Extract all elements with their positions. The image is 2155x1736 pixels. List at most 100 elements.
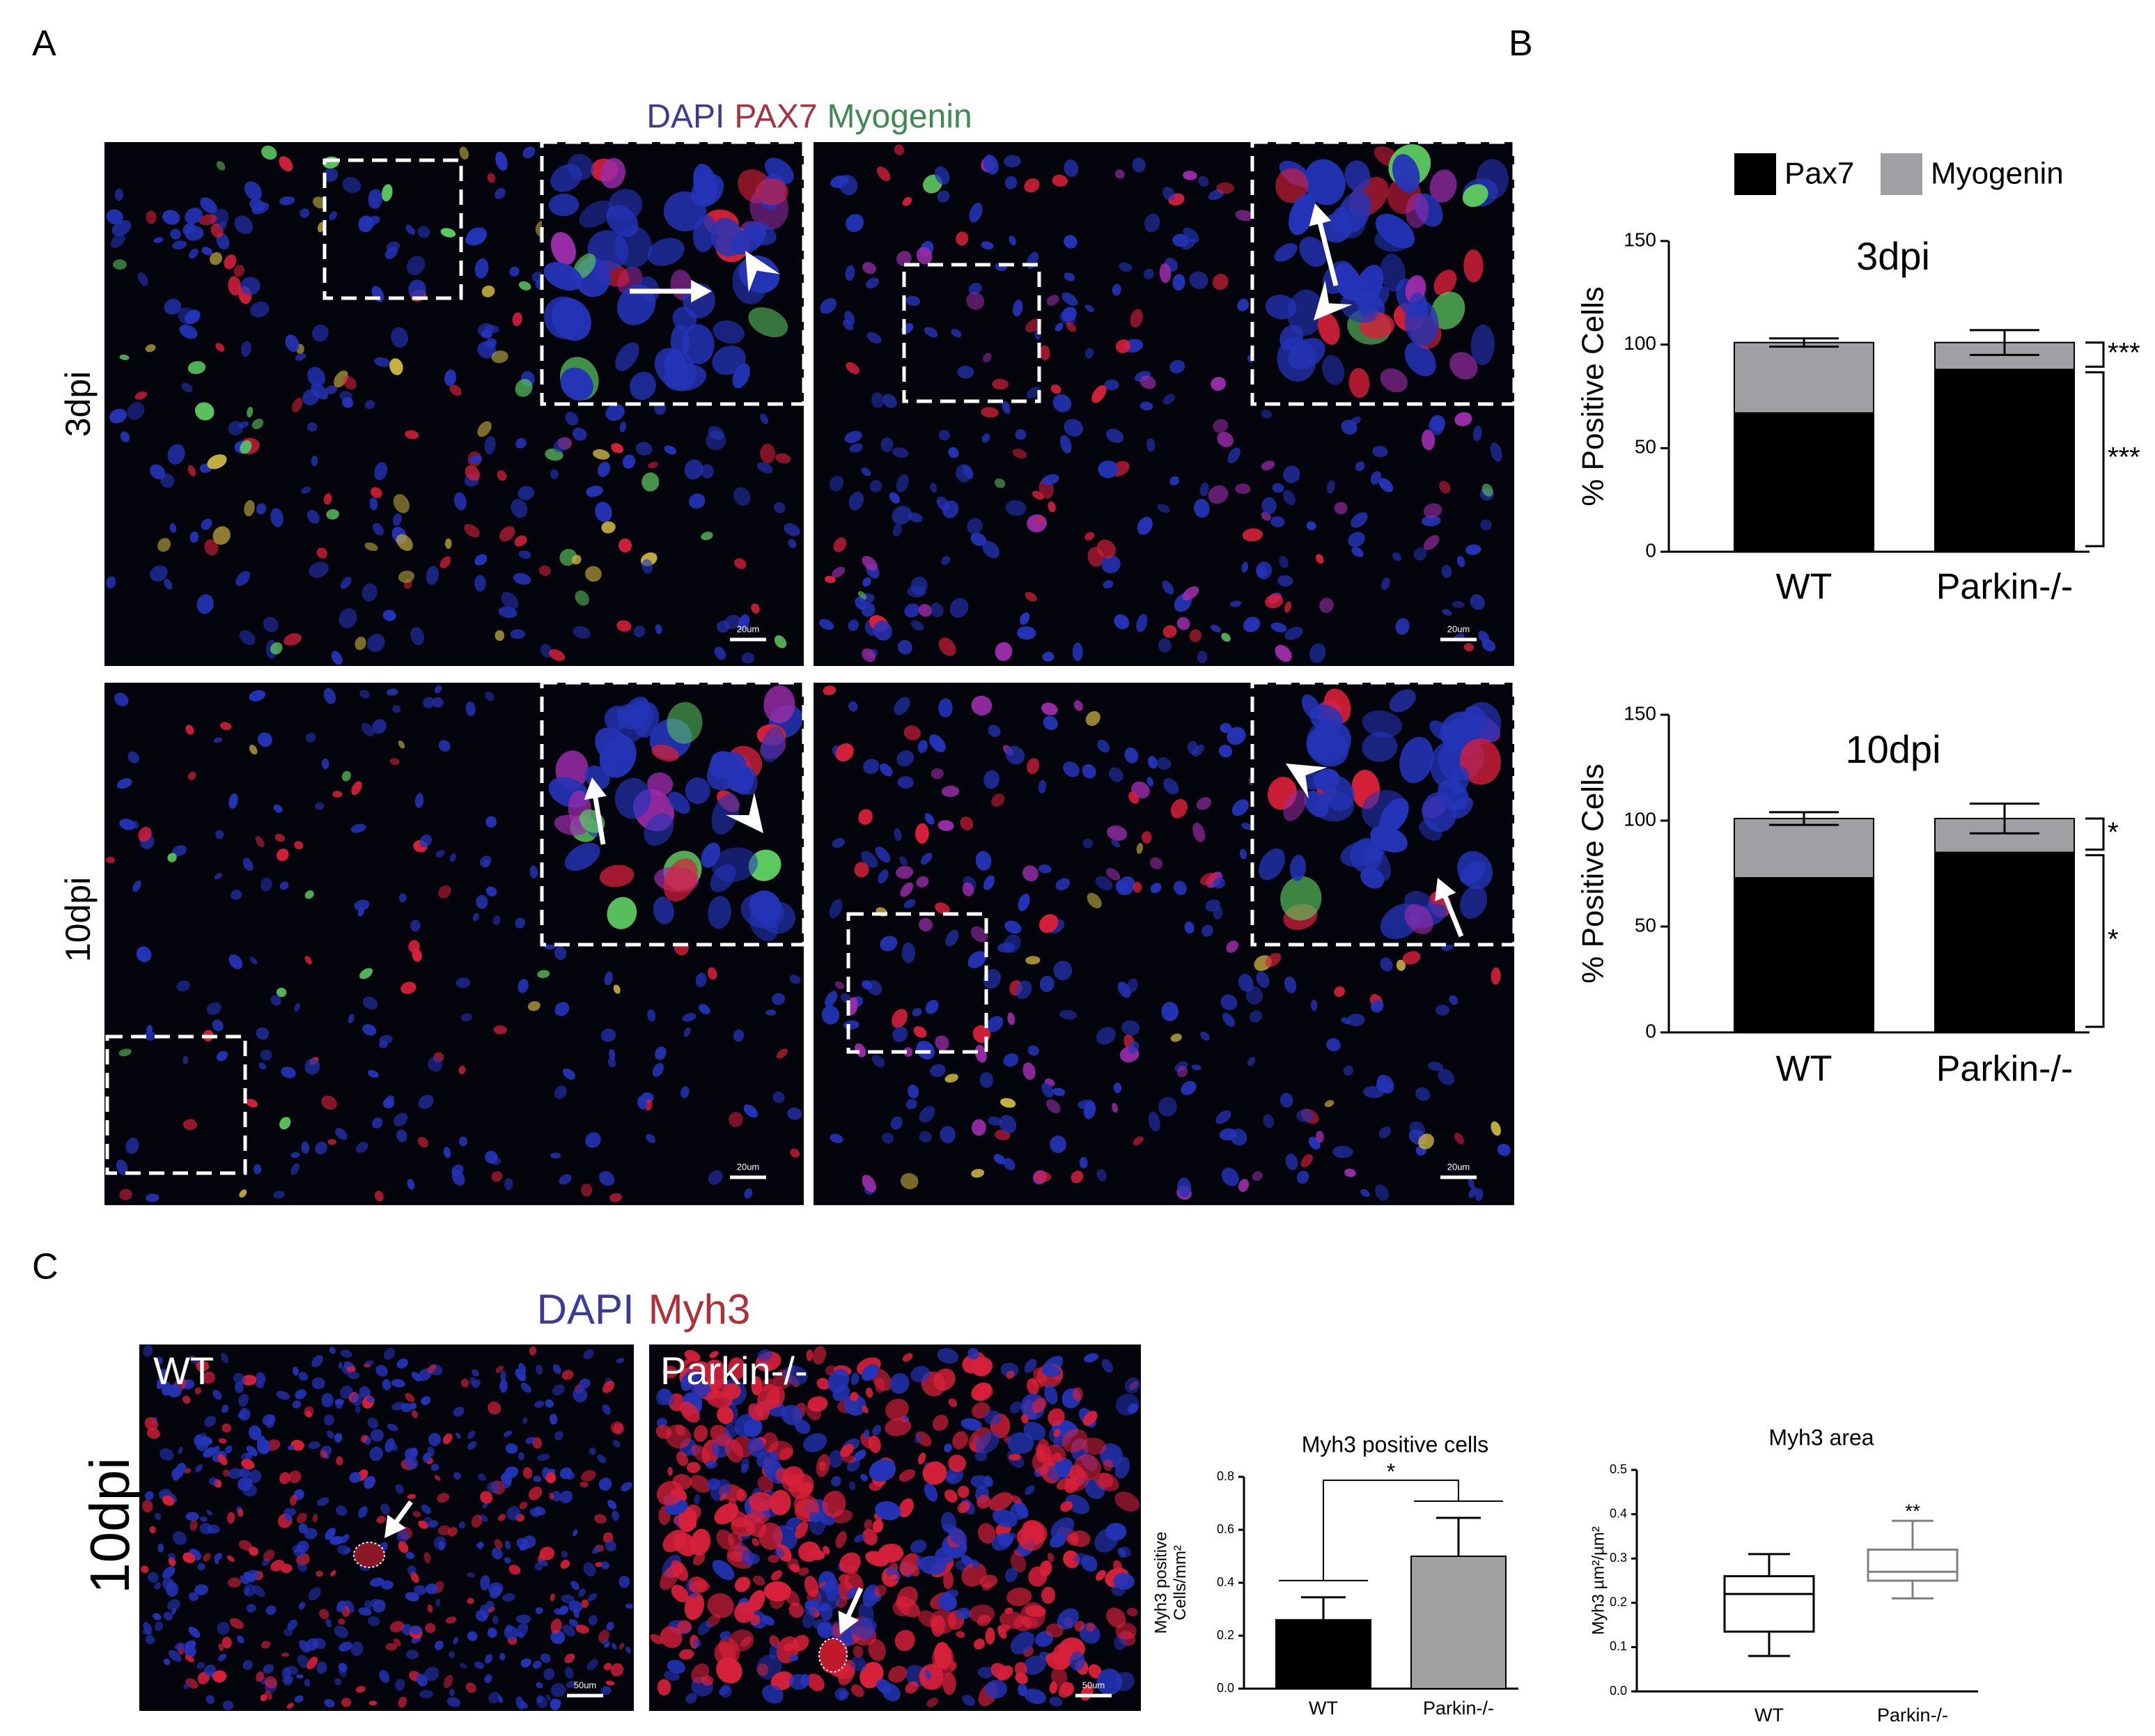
cell-nucleus xyxy=(253,1164,262,1175)
cell-nucleus xyxy=(459,146,469,160)
cell-nucleus xyxy=(203,1447,217,1458)
cell-nucleus xyxy=(258,732,272,747)
cell-nucleus xyxy=(971,1382,992,1401)
cell-nucleus xyxy=(1050,1136,1066,1154)
cell-nucleus xyxy=(172,1531,187,1545)
cell-nucleus xyxy=(294,1695,304,1703)
cell-nucleus xyxy=(354,899,370,911)
cell-nucleus xyxy=(945,929,959,947)
cell-nucleus xyxy=(217,1622,230,1635)
cell-nucleus xyxy=(894,697,910,715)
cell-nucleus xyxy=(449,853,456,862)
cell-nucleus xyxy=(233,1372,246,1385)
cell-nucleus xyxy=(1351,547,1364,557)
cell-nucleus xyxy=(892,506,912,525)
cell-nucleus xyxy=(182,1552,196,1563)
cell-nucleus xyxy=(163,1611,173,1621)
cell-nucleus xyxy=(995,642,1013,661)
cell-nucleus xyxy=(559,1174,572,1185)
cell-nucleus xyxy=(647,772,674,796)
cell-nucleus xyxy=(1310,999,1318,1012)
cell-nucleus xyxy=(971,1168,985,1178)
cell-nucleus xyxy=(619,1643,625,1650)
cell-nucleus xyxy=(290,1163,299,1175)
cell-nucleus xyxy=(1139,401,1153,411)
cell-nucleus xyxy=(599,865,635,888)
cell-nucleus xyxy=(116,1159,128,1176)
cell-nucleus xyxy=(138,826,152,842)
cell-nucleus xyxy=(1013,1615,1032,1632)
cell-nucleus xyxy=(242,1374,257,1386)
cell-nucleus xyxy=(350,1641,364,1657)
cell-nucleus xyxy=(239,1468,251,1478)
cell-nucleus xyxy=(1115,339,1131,353)
significance-label: * xyxy=(1387,1459,1395,1484)
bar xyxy=(1275,1619,1371,1689)
cell-nucleus xyxy=(184,1645,196,1658)
cell-nucleus xyxy=(956,1631,965,1638)
cell-nucleus xyxy=(176,1463,187,1475)
cell-nucleus xyxy=(609,1048,616,1060)
row-label: 10dpi xyxy=(59,877,98,962)
cell-nucleus xyxy=(866,332,882,344)
cell-nucleus xyxy=(1162,187,1176,201)
cell-nucleus xyxy=(368,1616,380,1627)
cell-nucleus xyxy=(1183,227,1199,243)
cell-nucleus xyxy=(829,899,843,919)
cell-nucleus xyxy=(480,1491,493,1504)
cell-nucleus xyxy=(924,813,935,825)
cell-nucleus xyxy=(731,226,766,255)
cell-nucleus xyxy=(848,491,864,511)
cell-nucleus xyxy=(894,144,904,155)
cell-nucleus xyxy=(1105,1523,1127,1541)
arrow-head xyxy=(838,1611,859,1634)
cell-nucleus xyxy=(984,1680,1008,1699)
cell-nucleus xyxy=(331,651,343,665)
cell-nucleus xyxy=(1097,739,1110,753)
cell-nucleus xyxy=(853,1619,876,1640)
cell-nucleus xyxy=(474,1661,484,1669)
cell-nucleus xyxy=(316,1570,323,1577)
cell-nucleus xyxy=(1381,577,1390,590)
cell-nucleus xyxy=(1032,1397,1047,1413)
cell-nucleus xyxy=(529,1346,537,1356)
cell-nucleus xyxy=(1126,978,1138,993)
cell-nucleus xyxy=(554,946,567,961)
cell-nucleus xyxy=(109,408,127,424)
cell-nucleus xyxy=(652,1062,664,1077)
cell-nucleus xyxy=(600,1028,616,1042)
cell-nucleus xyxy=(369,1446,384,1462)
cell-nucleus xyxy=(903,725,921,741)
cell-nucleus xyxy=(997,1624,1011,1632)
y-tick-label: 150 xyxy=(1624,702,1656,724)
cell-nucleus xyxy=(575,590,589,606)
cell-nucleus xyxy=(1459,885,1488,919)
cell-nucleus xyxy=(343,375,357,390)
cell-nucleus xyxy=(196,1361,210,1372)
cell-nucleus xyxy=(137,272,148,286)
cell-nucleus xyxy=(110,233,125,248)
cell-nucleus xyxy=(554,1608,561,1615)
cell-nucleus xyxy=(149,565,168,582)
cell-nucleus xyxy=(491,1547,503,1560)
cell-nucleus xyxy=(143,1344,153,1357)
cell-nucleus xyxy=(260,1694,267,1702)
cell-nucleus xyxy=(404,1455,419,1470)
cell-nucleus xyxy=(1344,160,1371,192)
cell-nucleus xyxy=(1015,1672,1028,1684)
cell-nucleus xyxy=(329,1535,343,1545)
cell-nucleus xyxy=(1046,1099,1061,1114)
cell-nucleus xyxy=(637,1096,647,1110)
inset-box xyxy=(1250,140,1516,406)
cell-nucleus xyxy=(153,237,164,243)
cell-nucleus xyxy=(781,1404,803,1425)
cell-nucleus xyxy=(533,1475,542,1482)
cell-nucleus xyxy=(351,781,362,796)
cell-nucleus xyxy=(295,352,306,361)
image-label: WT xyxy=(153,1349,214,1393)
cell-nucleus xyxy=(362,996,378,1010)
cell-nucleus xyxy=(201,247,212,256)
cell-nucleus xyxy=(458,1065,466,1074)
cell-nucleus xyxy=(971,695,993,715)
